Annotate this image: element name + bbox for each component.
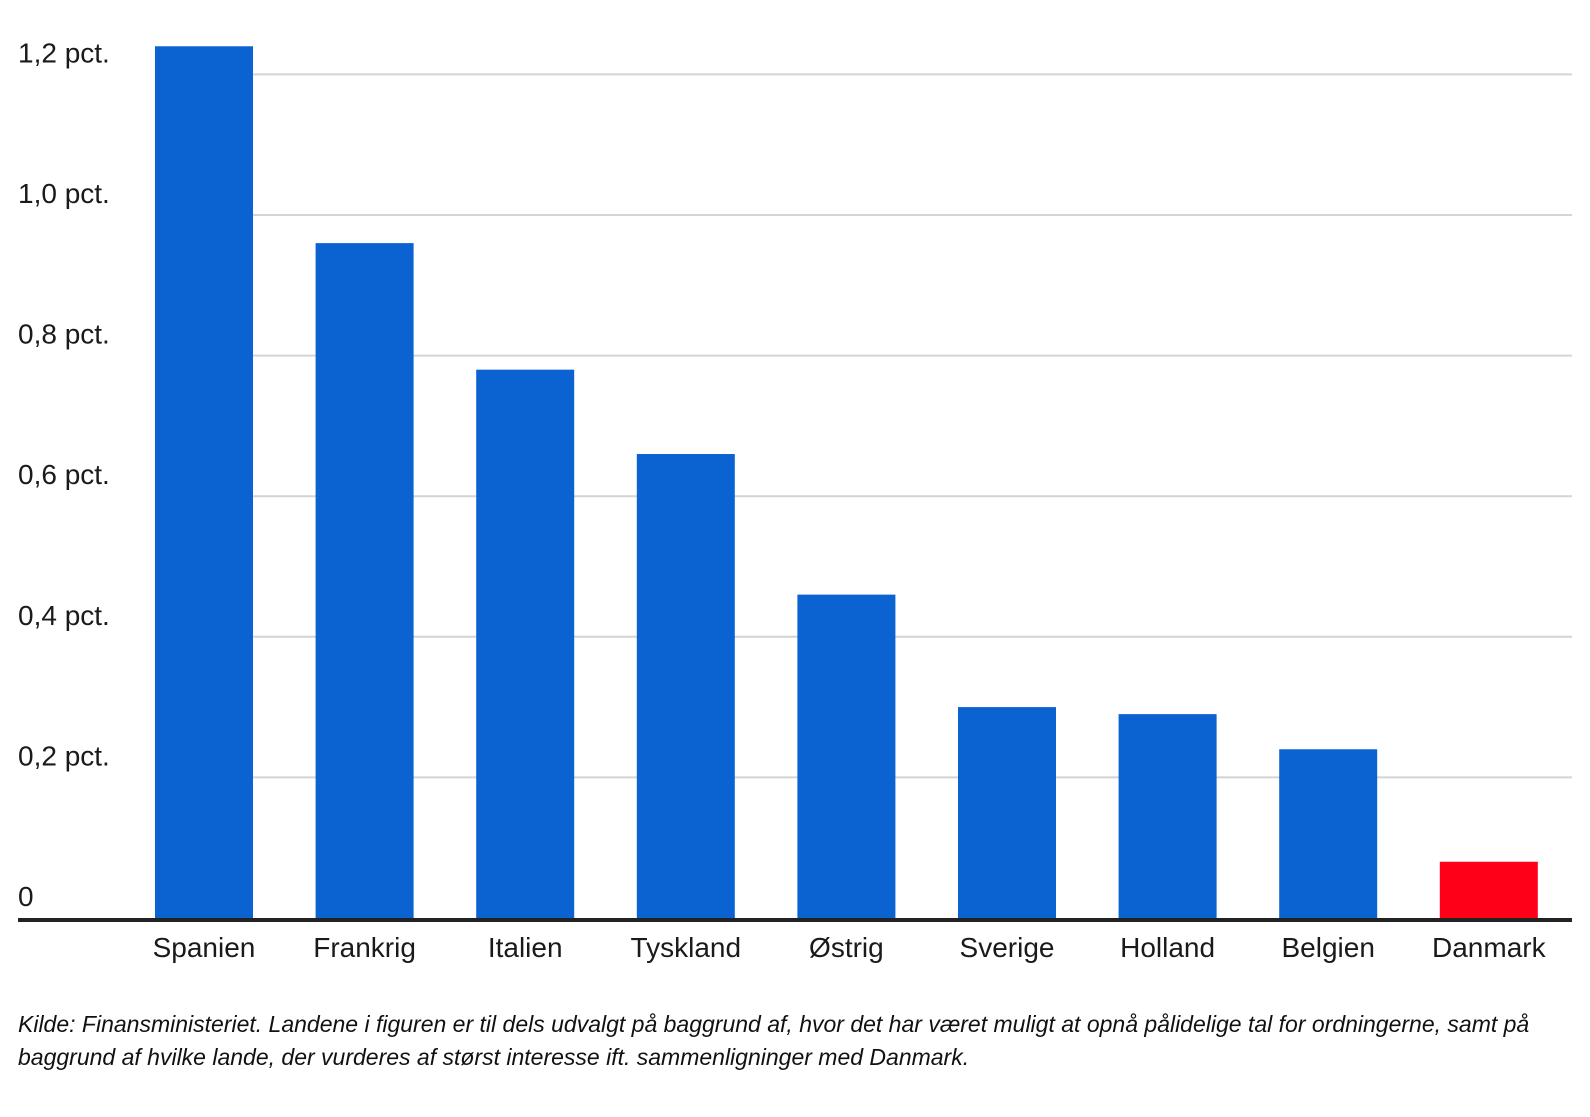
bar-frankrig: [315, 243, 414, 918]
y-tick-label: 0: [18, 881, 34, 912]
x-tick-label: Sverige: [960, 932, 1055, 963]
y-tick-label: 1,2 pct.: [18, 37, 110, 68]
y-tick-label: 0,8 pct.: [18, 319, 110, 350]
bar-chart: 0 0,2 pct. 0,4 pct. 0,6 pct. 0,8 pct. 1,0 pct…: [18, 37, 1572, 963]
y-axis-ticks: 0 0,2 pct. 0,4 pct. 0,6 pct. 0,8 pct. 1,0 pct…: [18, 37, 110, 912]
x-tick-label: Spanien: [153, 932, 256, 963]
y-tick-label: 0,4 pct.: [18, 600, 110, 631]
x-tick-label: Tyskland: [631, 932, 742, 963]
y-tick-label: 0,2 pct.: [18, 740, 110, 771]
gridlines: [243, 73, 1572, 779]
bar-tyskland: [636, 454, 735, 918]
x-tick-label: Holland: [1120, 932, 1215, 963]
x-tick-label: Østrig: [809, 932, 884, 963]
bars: [155, 46, 1538, 918]
bar-sverige: [958, 707, 1056, 918]
y-tick-label: 0,6 pct.: [18, 459, 110, 490]
bar-italien: [476, 369, 575, 918]
x-tick-label: Frankrig: [313, 932, 416, 963]
bar-spanien: [155, 46, 253, 918]
x-axis-ticks: Spanien Frankrig Italien Tyskland Østrig Sver…: [153, 932, 1547, 963]
source-footnote: Kilde: Finansministeriet. Landene i figu…: [18, 1011, 1530, 1070]
x-tick-label: Danmark: [1432, 932, 1547, 963]
bar-danmark: [1439, 861, 1538, 918]
bar-østrig: [797, 594, 896, 918]
bar-holland: [1118, 714, 1217, 918]
bar-belgien: [1279, 749, 1378, 918]
y-tick-label: 1,0 pct.: [18, 178, 110, 209]
x-tick-label: Italien: [488, 932, 563, 963]
x-tick-label: Belgien: [1281, 932, 1374, 963]
